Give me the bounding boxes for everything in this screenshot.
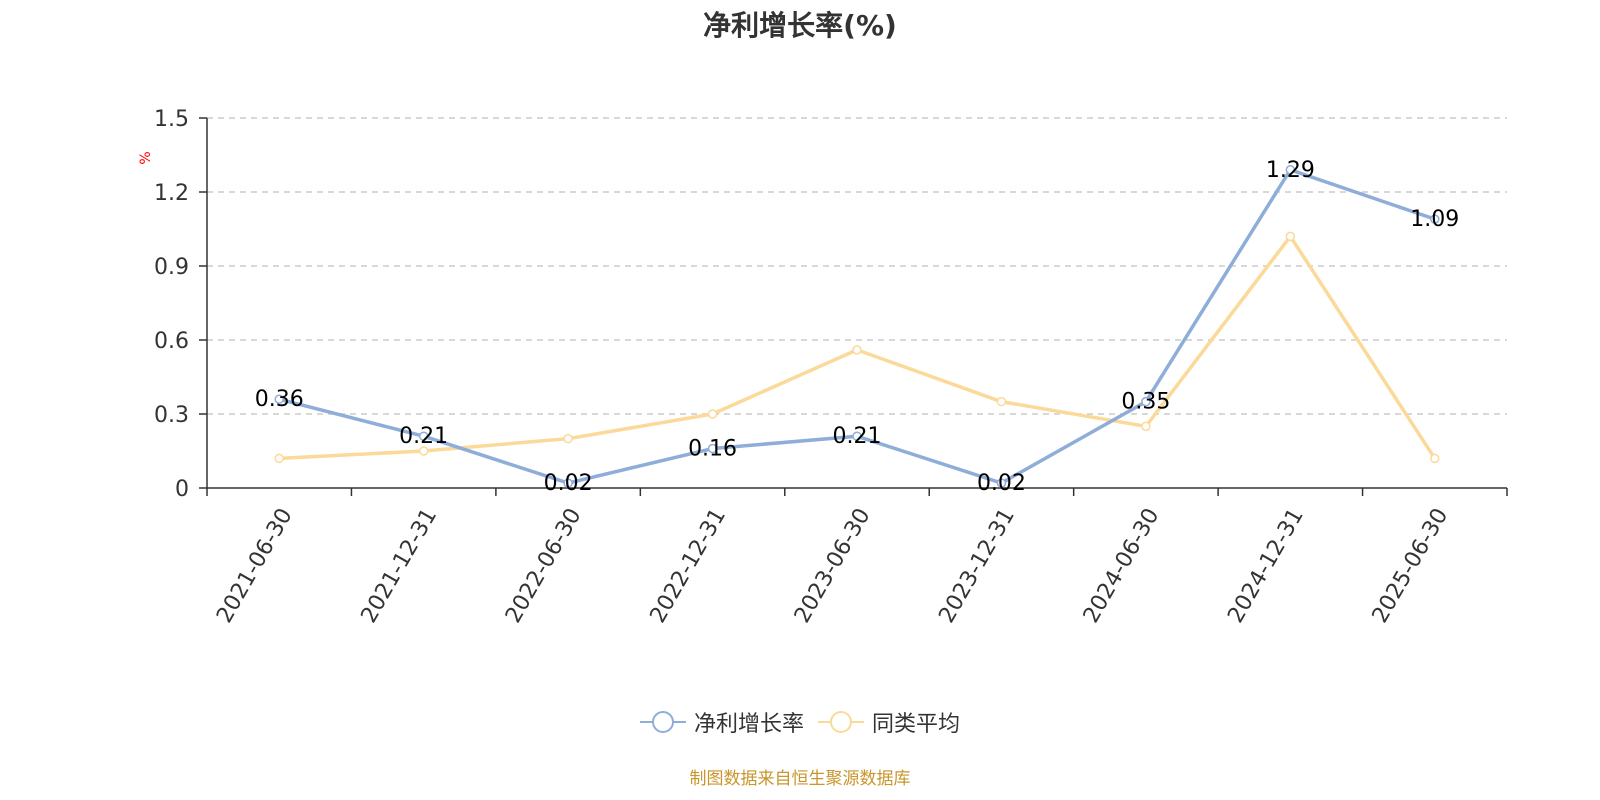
data-point xyxy=(707,443,718,454)
data-point xyxy=(1430,453,1440,464)
data-label: 0.16 xyxy=(688,437,737,462)
legend-circle xyxy=(651,711,674,733)
data-label: 0.02 xyxy=(544,471,593,496)
data-point xyxy=(1285,165,1296,175)
x-tick-label: 2024-06-30 xyxy=(1079,504,1165,627)
data-point xyxy=(418,431,429,441)
x-tick-label: 2021-06-30 xyxy=(212,504,298,627)
legend: 净利增长率 同类平均 xyxy=(0,706,1600,738)
x-tick-label: 2025-06-30 xyxy=(1368,504,1454,627)
x-tick-label: 2024-12-31 xyxy=(1223,504,1309,627)
x-tick-label: 2022-06-30 xyxy=(501,504,587,627)
data-label: 0.02 xyxy=(977,471,1026,496)
data-point xyxy=(563,478,573,488)
data-labels: 0.36 0.21 0.02 0.16 0.21 0.02 0.35 1.29 1.09 xyxy=(255,158,1460,496)
legend-marker-icon xyxy=(818,711,864,733)
data-point xyxy=(1141,421,1151,432)
chart-title: 净利增长率(%) xyxy=(703,9,897,42)
data-point xyxy=(707,409,718,419)
axes: 0 0.3 0.6 0.9 1.2 1.5% 2021-06-30 2021-12-31 202… xyxy=(138,107,1508,627)
legend-label: 同类平均 xyxy=(872,712,961,737)
series-lines xyxy=(274,165,1440,488)
data-point xyxy=(1141,396,1151,407)
legend-circle xyxy=(830,711,852,733)
data-point xyxy=(1285,231,1296,242)
x-tick-label: 2023-06-30 xyxy=(790,504,876,627)
data-point xyxy=(418,446,429,456)
data-point xyxy=(852,345,862,355)
source-note: 制图数据来自恒生聚源数据库 xyxy=(689,769,911,789)
data-point xyxy=(996,478,1007,488)
y-tick-label: 0.9 xyxy=(154,255,189,280)
gridlines xyxy=(207,117,1507,415)
data-label: 0.21 xyxy=(399,424,448,449)
y-tick-label: 1.5 xyxy=(154,107,189,132)
data-label: 0.35 xyxy=(1121,390,1170,415)
legend-label: 净利增长率 xyxy=(693,712,804,737)
data-point xyxy=(563,433,573,444)
y-axis-label: % xyxy=(138,151,154,164)
y-tick-label: 0 xyxy=(175,477,189,502)
legend-marker-icon xyxy=(639,711,686,733)
x-tick-label: 2022-12-31 xyxy=(646,504,732,627)
legend-item[interactable]: 同类平均 xyxy=(818,706,960,738)
y-tick-label: 0.6 xyxy=(154,329,189,354)
x-tick-label: 2021-12-31 xyxy=(357,504,443,627)
legend-item[interactable]: 净利增长率 xyxy=(639,706,804,738)
data-point xyxy=(852,431,862,441)
y-tick-label: 1.2 xyxy=(154,181,189,206)
data-point xyxy=(274,394,284,404)
data-label: 1.09 xyxy=(1410,207,1459,232)
x-tick-label: 2023-12-31 xyxy=(934,504,1020,627)
data-point xyxy=(996,396,1007,407)
data-label: 1.29 xyxy=(1266,158,1315,183)
data-point xyxy=(1430,214,1440,224)
data-label: 0.21 xyxy=(833,424,882,449)
y-tick-label: 0.3 xyxy=(154,403,189,428)
data-point xyxy=(274,453,284,464)
data-label: 0.36 xyxy=(255,387,304,412)
